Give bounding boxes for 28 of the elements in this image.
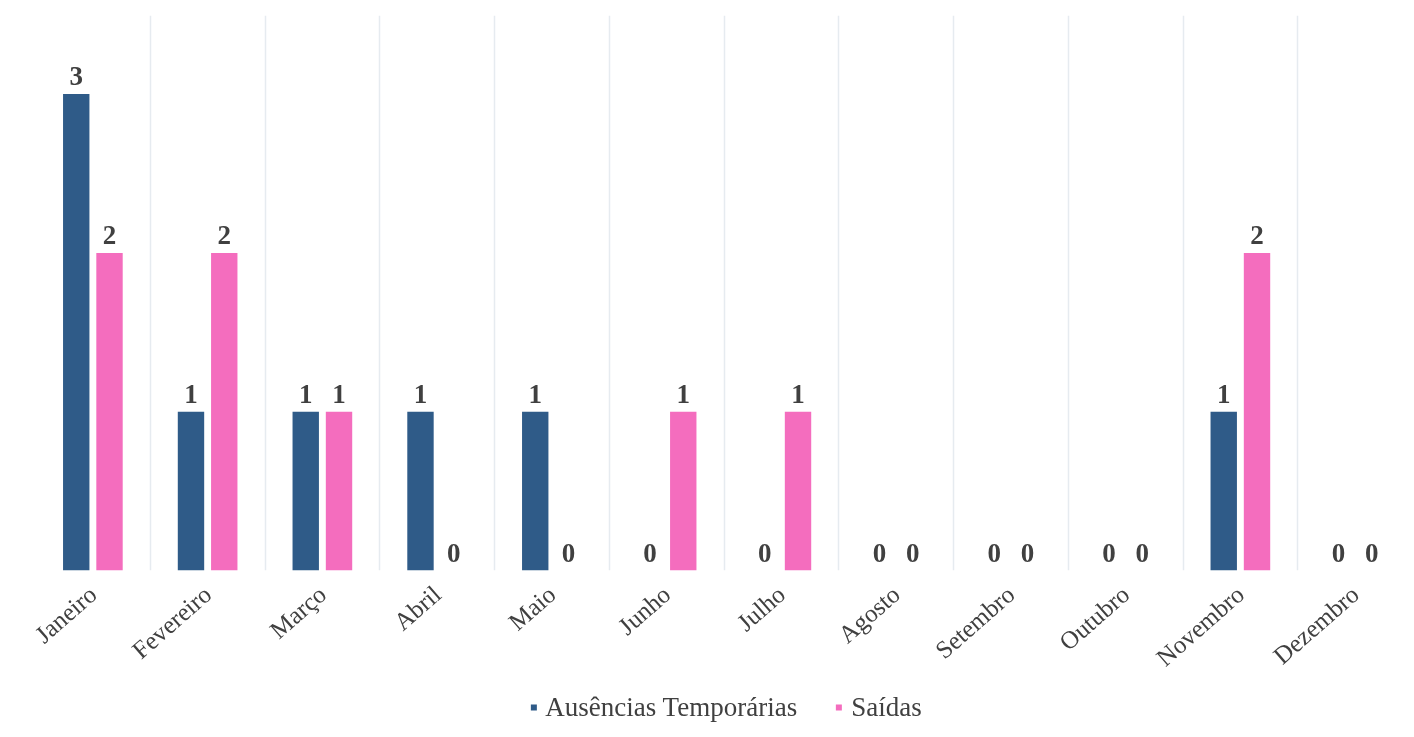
data-label: 0 [447, 537, 461, 568]
data-label: 1 [298, 378, 313, 409]
data-label: 1 [791, 378, 805, 409]
data-label: 0 [561, 537, 576, 568]
data-label: 0 [643, 537, 657, 568]
data-label: 0 [987, 537, 1001, 568]
data-label: 0 [1331, 537, 1346, 568]
legend-label: Saídas [851, 691, 922, 723]
data-label: 1 [332, 378, 346, 409]
data-label: 0 [906, 537, 920, 568]
data-label: 0 [1135, 537, 1150, 568]
data-label: 0 [757, 537, 772, 568]
x-tick-label: Julho [731, 580, 791, 637]
data-label: 0 [1365, 537, 1379, 568]
legend-label: Ausências Temporárias [545, 691, 798, 723]
data-label: 2 [1250, 219, 1264, 250]
data-label: 1 [413, 378, 428, 409]
data-label: 1 [676, 378, 691, 409]
data-label: 2 [217, 219, 232, 250]
data-label: 1 [528, 378, 542, 409]
x-tick-label: Maio [503, 580, 561, 636]
data-label: 1 [1216, 378, 1231, 409]
data-label: 1 [184, 378, 198, 409]
data-label: 0 [872, 537, 887, 568]
data-label: 2 [102, 219, 117, 250]
data-label: 0 [1020, 537, 1035, 568]
data-label: 0 [1102, 537, 1116, 568]
data-label: 3 [69, 61, 83, 92]
